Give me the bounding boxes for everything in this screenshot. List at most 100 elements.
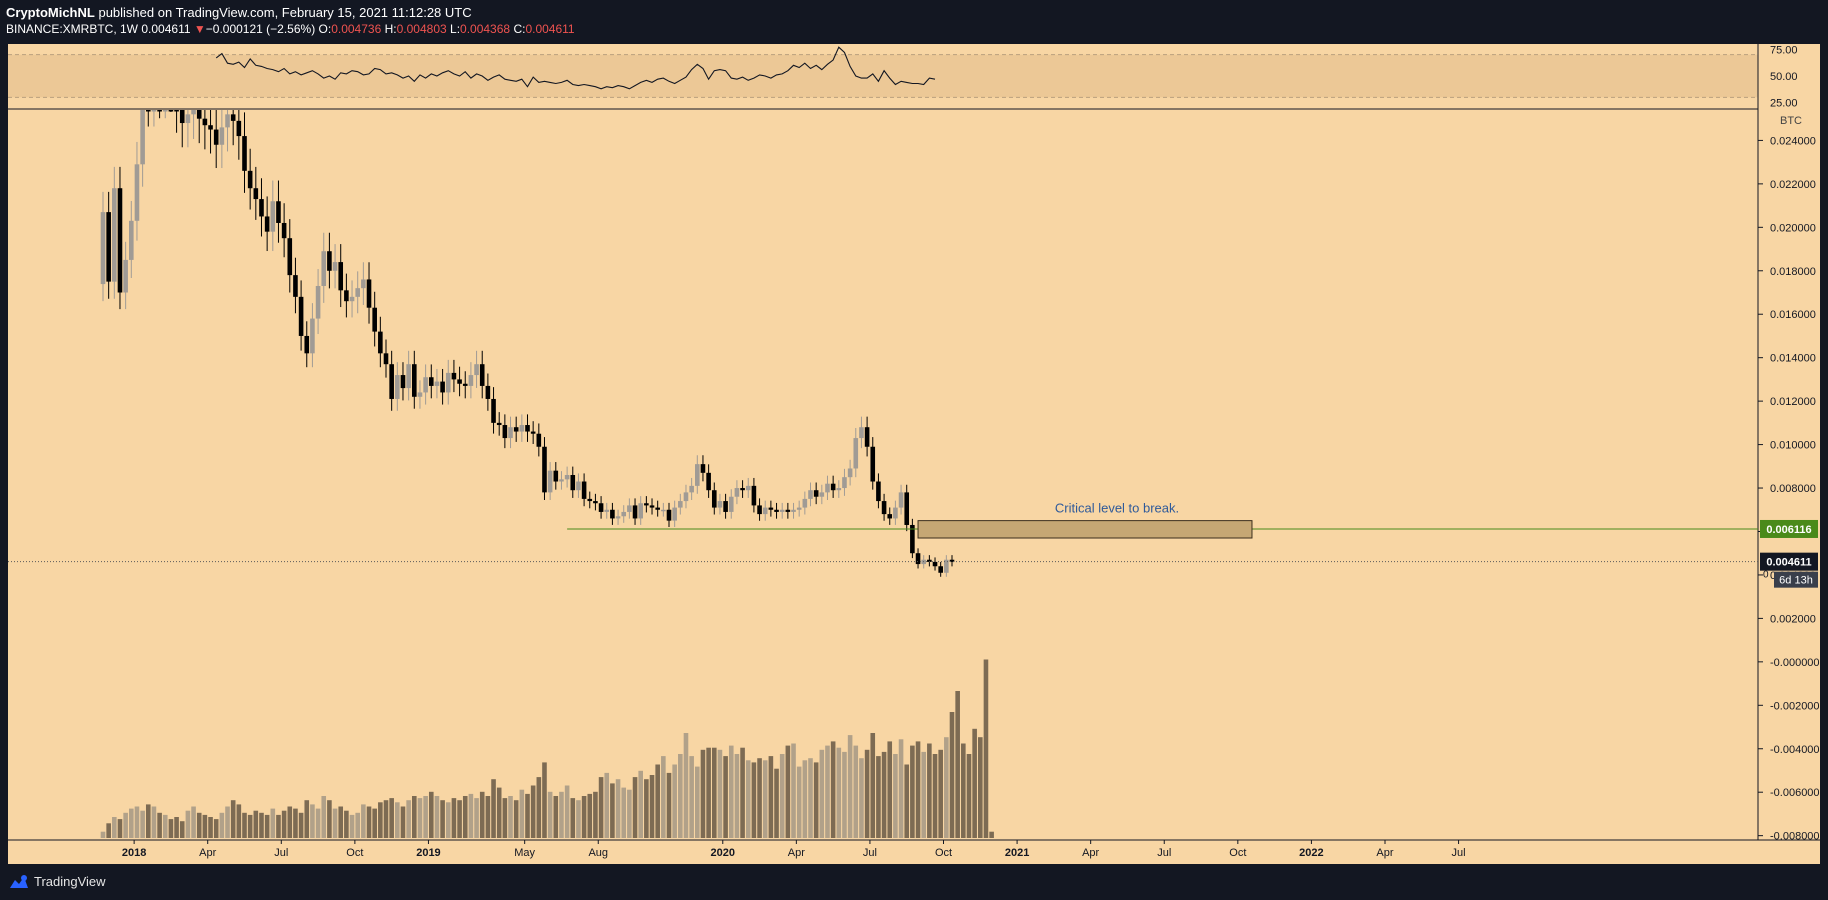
- candle: [383, 353, 389, 365]
- volume-bar: [276, 814, 281, 838]
- candle: [474, 364, 479, 376]
- volume-bar: [134, 806, 140, 838]
- volume-bar: [808, 758, 813, 838]
- x-tick-label: Oct: [346, 847, 363, 859]
- volume-bar: [219, 812, 225, 838]
- candle: [259, 199, 264, 217]
- volume-bar: [853, 745, 859, 838]
- candle: [570, 475, 576, 491]
- candle: [536, 433, 542, 447]
- volume-bar: [955, 691, 960, 838]
- volume-bar: [678, 754, 683, 838]
- volume-bar: [112, 817, 117, 838]
- volume-bar: [751, 762, 757, 838]
- volume-bar: [338, 806, 344, 838]
- volume-bar: [598, 777, 604, 838]
- candle: [808, 490, 813, 499]
- x-tick-label: Jul: [274, 847, 288, 859]
- candle: [112, 188, 117, 282]
- close-label: C:: [513, 22, 526, 36]
- rsi-tick-label: 25.00: [1770, 98, 1798, 110]
- candle: [344, 290, 349, 302]
- volume-bar: [140, 810, 145, 838]
- candle: [213, 129, 219, 145]
- volume-bar: [847, 735, 853, 838]
- volume-bar: [395, 802, 400, 838]
- candle: [751, 485, 757, 506]
- volume-bar: [530, 785, 536, 838]
- candle: [661, 509, 666, 512]
- volume-bar: [785, 745, 791, 838]
- candle: [327, 251, 332, 271]
- brand-name[interactable]: TradingView: [34, 874, 106, 889]
- volume-bar: [740, 747, 745, 838]
- candle: [208, 125, 213, 130]
- volume-bar: [332, 808, 338, 838]
- volume-bar: [706, 747, 711, 838]
- candle: [496, 422, 502, 426]
- candle: [185, 114, 191, 124]
- volume-bar: [711, 747, 717, 838]
- candle: [355, 288, 360, 297]
- volume-bar: [474, 798, 479, 838]
- candle: [700, 464, 706, 473]
- tradingview-logo-icon[interactable]: [8, 874, 30, 890]
- volume-bar: [819, 749, 825, 838]
- volume-bar: [887, 741, 893, 838]
- volume-bar: [774, 768, 779, 838]
- x-tick-label: 2021: [1005, 847, 1029, 859]
- volume-bar: [915, 741, 921, 838]
- rsi-tick-label: 75.00: [1770, 44, 1798, 56]
- author-name[interactable]: CryptoMichNL: [6, 5, 95, 20]
- volume-bar: [893, 754, 898, 838]
- candle: [270, 201, 276, 232]
- candle: [361, 279, 366, 289]
- countdown-value: 6d 13h: [1779, 575, 1813, 587]
- candle: [372, 307, 377, 332]
- volume-bar: [683, 733, 689, 838]
- candle: [678, 501, 683, 508]
- candle: [406, 364, 411, 389]
- x-tick-label: Jul: [863, 847, 877, 859]
- last-price-extra: 0: [1763, 570, 1769, 581]
- publish-date: published on TradingView.com, February 1…: [98, 5, 472, 20]
- volume-bar: [938, 749, 943, 838]
- candle: [287, 238, 293, 276]
- candle: [745, 485, 751, 491]
- candle: [530, 431, 536, 434]
- candle: [491, 398, 496, 423]
- price-chart[interactable]: 75.00 50.00 25.00 0.024000 0.022000 0.020000 0…: [8, 44, 1820, 864]
- volume-bar: [621, 787, 627, 838]
- candle: [117, 188, 123, 293]
- volume-bar: [298, 812, 304, 838]
- open-value: 0.004736: [331, 22, 382, 36]
- volume-bar: [259, 812, 264, 838]
- candle: [400, 375, 406, 389]
- candle: [876, 481, 881, 502]
- candle: [564, 475, 570, 480]
- volume-bar: [921, 751, 926, 838]
- candle: [468, 375, 474, 386]
- candle: [774, 509, 779, 512]
- candle: [910, 524, 915, 554]
- candle: [440, 381, 445, 393]
- candle: [389, 364, 394, 399]
- candle: [542, 446, 547, 493]
- volume-bar: [383, 800, 389, 838]
- chart-area[interactable]: 75.00 50.00 25.00 0.024000 0.022000 0.020000 0…: [8, 44, 1820, 864]
- volume-bar: [513, 800, 519, 838]
- candle: [881, 501, 887, 515]
- candle: [179, 110, 185, 124]
- volume-bar: [457, 800, 462, 838]
- volume-bar: [208, 817, 213, 838]
- rsi-band: [8, 54, 1758, 98]
- candle: [796, 507, 802, 510]
- volume-bar: [870, 733, 876, 838]
- candle: [604, 509, 610, 512]
- candle: [672, 507, 677, 521]
- candle: [174, 110, 179, 112]
- volume-bar: [700, 749, 706, 838]
- volume-bar: [281, 810, 287, 838]
- candle: [706, 472, 711, 491]
- volume-bar: [745, 760, 751, 838]
